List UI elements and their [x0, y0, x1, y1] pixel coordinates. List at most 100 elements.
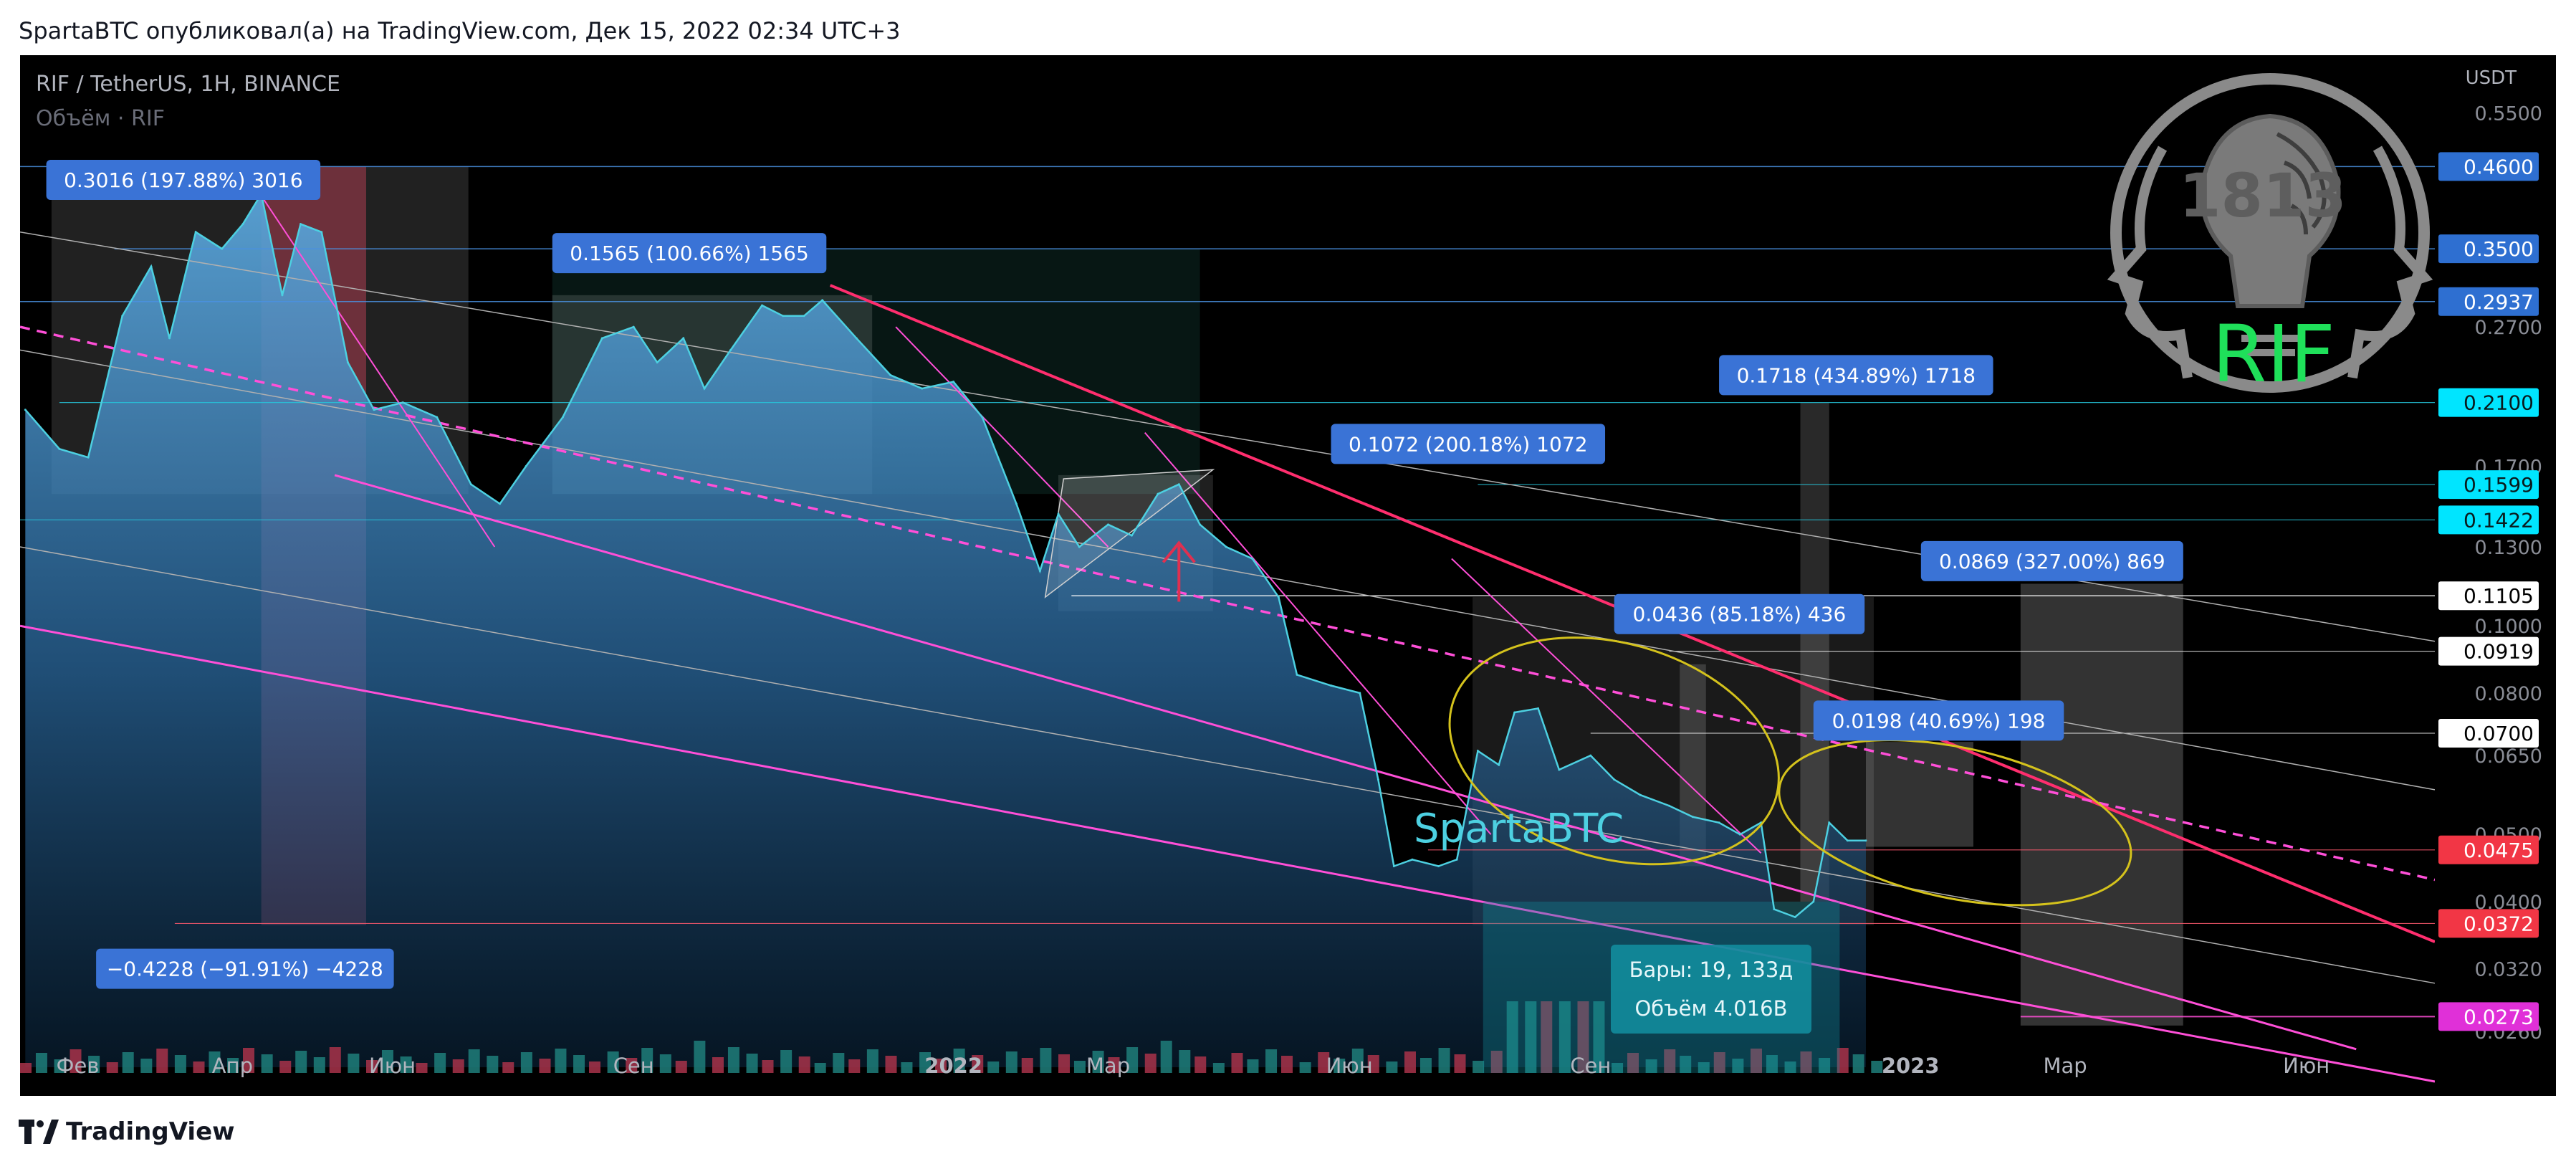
- measure-label-box: [1813, 700, 2064, 741]
- axis-tick-label: 0.0320: [2475, 959, 2542, 981]
- volume-bar: [1506, 1001, 1518, 1073]
- price-point: [1773, 908, 1776, 911]
- volume-bar: [1766, 1055, 1778, 1073]
- volume-bar: [279, 1061, 292, 1073]
- volume-bar: [919, 1052, 932, 1073]
- volume-bar: [798, 1056, 810, 1073]
- price-point: [682, 337, 685, 340]
- measure-label-m1: 0.3016 (197.88%) 3016: [46, 160, 321, 201]
- volume-bar: [1126, 1047, 1139, 1073]
- price-point: [1513, 711, 1516, 714]
- volume-legend[interactable]: Объём · RIF: [36, 106, 165, 131]
- price-point: [1691, 816, 1694, 819]
- price-tag-text: 0.0273: [2464, 1005, 2534, 1029]
- price-point: [1199, 523, 1202, 526]
- price-point: [561, 416, 564, 419]
- price-point: [1177, 483, 1180, 486]
- price-point: [1376, 778, 1379, 781]
- volume-bar: [1194, 1056, 1207, 1073]
- price-point: [921, 387, 924, 390]
- trendline: [1451, 558, 1762, 854]
- volume-bar: [1108, 1057, 1120, 1073]
- price-tag: 0.2937: [2438, 287, 2539, 316]
- up-arrow-head: [1162, 540, 1196, 563]
- price-point: [401, 401, 404, 404]
- chart-panel[interactable]: 0.3016 (197.88%) 3016 0.1565 (100.66%) 15…: [19, 55, 2556, 1096]
- time-axis-label: 2023: [1882, 1054, 1940, 1078]
- price-tag-box: [2438, 388, 2539, 417]
- volume-bar: [589, 1061, 601, 1073]
- volume-bar: [35, 1053, 47, 1073]
- price-point: [729, 348, 732, 351]
- volume-bar: [1784, 1061, 1796, 1073]
- measure-label-box: [1719, 355, 1993, 396]
- volume-bar: [1800, 1051, 1812, 1073]
- volume-bar: [261, 1054, 273, 1073]
- volume-bar: [502, 1062, 514, 1073]
- footer-brand[interactable]: TradingView: [19, 1113, 235, 1150]
- volume-bar: [1092, 1051, 1104, 1073]
- price-chart[interactable]: 0.3016 (197.88%) 3016 0.1565 (100.66%) 15…: [19, 55, 2556, 1096]
- price-point: [1359, 692, 1361, 695]
- time-axis-label: Сен: [613, 1054, 654, 1078]
- volume-bar: [1419, 1058, 1432, 1073]
- time-axis-label: Фев: [57, 1054, 100, 1078]
- price-point: [58, 447, 61, 450]
- price-point: [1476, 750, 1479, 753]
- volume-bar: [193, 1061, 205, 1073]
- price-area-fill: [25, 194, 1866, 1068]
- volume-bar: [626, 1058, 638, 1073]
- volume-bar: [1404, 1051, 1416, 1073]
- price-point: [1225, 545, 1227, 548]
- price-tag-text: 0.0919: [2464, 640, 2534, 664]
- price-tag-box: [2438, 1002, 2539, 1031]
- price-point: [1277, 596, 1280, 598]
- volume-bar: [1612, 1063, 1624, 1073]
- price-point: [1296, 673, 1298, 676]
- volume-bar: [1680, 1056, 1692, 1073]
- measure-zone: [1800, 402, 1829, 902]
- price-point: [241, 223, 244, 226]
- price-tag: 0.0475: [2438, 835, 2539, 864]
- volume-bar: [833, 1053, 845, 1073]
- volume-bar: [1627, 1053, 1639, 1073]
- volume-bar: [416, 1063, 428, 1073]
- price-point: [1589, 754, 1592, 757]
- volume-bar: [866, 1049, 878, 1073]
- price-tag-text: 0.0700: [2464, 722, 2534, 745]
- measure-label-m4: 0.1718 (434.89%) 1718: [1719, 355, 1993, 396]
- measure-label-text: 0.0198 (40.69%) 198: [1832, 709, 2046, 733]
- measure-label-text: 0.1565 (100.66%) 1565: [570, 242, 808, 265]
- price-tag: 0.2100: [2438, 388, 2539, 417]
- volume-bar: [1005, 1051, 1018, 1073]
- axis-tick-label: 0.0800: [2475, 683, 2542, 705]
- price-point: [1078, 545, 1081, 548]
- volume-bar: [1351, 1049, 1364, 1073]
- volume-bar: [1541, 1001, 1553, 1073]
- volume-bar: [1367, 1055, 1379, 1073]
- axis-unit-label: USDT: [2466, 67, 2517, 89]
- time-axis-label: Июн: [1326, 1054, 1373, 1078]
- price-point: [525, 464, 527, 467]
- price-point: [1639, 793, 1642, 796]
- volume-bar: [987, 1061, 1000, 1073]
- volume-bar: [935, 1059, 947, 1073]
- volume-bar: [329, 1047, 341, 1073]
- price-tag-text: 0.1105: [2464, 584, 2534, 608]
- price-tag-box: [2438, 909, 2539, 938]
- volume-bar: [468, 1049, 480, 1073]
- tradingview-logo-icon: [19, 1120, 59, 1144]
- price-point: [469, 483, 472, 486]
- volume-bar: [1179, 1050, 1191, 1073]
- price-point: [1038, 570, 1041, 573]
- volume-bar: [1837, 1048, 1849, 1073]
- price-point: [632, 325, 635, 328]
- volume-bar: [1525, 1001, 1537, 1073]
- brand-name: TradingView: [66, 1117, 235, 1146]
- measure-label-m2: 0.1565 (100.66%) 1565: [552, 233, 827, 274]
- volume-bar: [1438, 1048, 1450, 1073]
- price-tag-box: [2438, 581, 2539, 611]
- symbol-legend[interactable]: RIF / TetherUS, 1H, BINANCE: [36, 72, 340, 97]
- price-tag: 0.3500: [2438, 234, 2539, 264]
- price-point: [1437, 864, 1440, 867]
